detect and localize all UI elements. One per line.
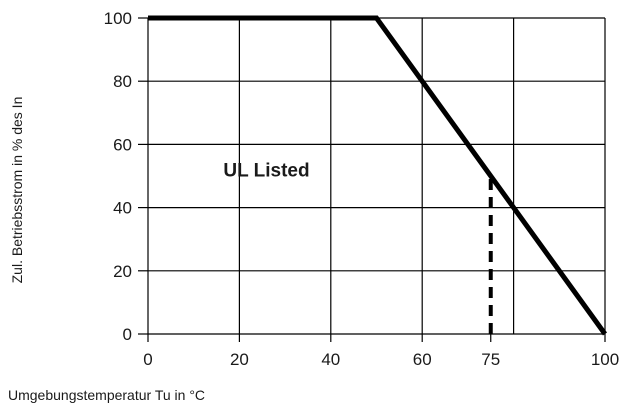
- x-tick-label-40: 40: [321, 350, 340, 369]
- x-tick-label-20: 20: [230, 350, 249, 369]
- annotation-ul-listed: UL Listed: [223, 161, 309, 182]
- y-tick-label-60: 60: [113, 135, 132, 154]
- labels: 0 20 40 60 80 100 0 20 40 60 75 100 Umgebungstempera…: [8, 9, 619, 403]
- series-layer: [148, 15, 608, 336]
- y-tick-label-0: 0: [123, 325, 132, 344]
- y-axis-title: Zul. Betriebsstrom in % des In: [9, 97, 25, 284]
- derating-line: [148, 15, 608, 336]
- y-tick-label-40: 40: [113, 199, 132, 218]
- x-tick-label-100: 100: [591, 350, 619, 369]
- y-tick-label-100: 100: [104, 9, 132, 28]
- y-tick-label-20: 20: [113, 262, 132, 281]
- x-tick-label-60: 60: [413, 350, 432, 369]
- x-tick-label-0: 0: [143, 350, 152, 369]
- x-axis-title: Umgebungstemperatur Tu in °C: [8, 387, 205, 403]
- x-tick-label-75: 75: [481, 350, 500, 369]
- y-tick-label-80: 80: [113, 72, 132, 91]
- grid: [138, 17, 606, 342]
